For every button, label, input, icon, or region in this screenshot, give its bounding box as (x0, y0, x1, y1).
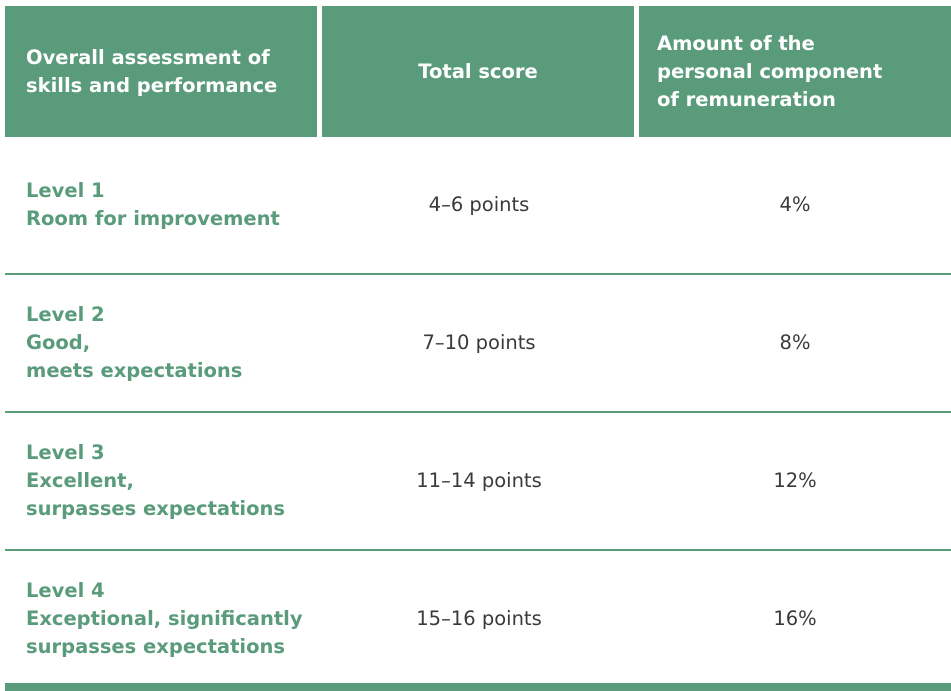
score-cell: 7–10 points (422, 331, 536, 354)
remuneration-table: Overall assessment of skills and perform… (5, 6, 951, 687)
header-amount: Amount of the personal component of remu… (639, 6, 951, 137)
table-row: Level 1 Room for improvement 4–6 points … (5, 137, 951, 275)
table-row: Level 2 Good, meets expectations 7–10 po… (5, 275, 951, 413)
table-row: Level 3 Excellent, surpasses expectation… (5, 413, 951, 551)
level-cell: Level 1 Room for improvement (26, 179, 280, 230)
level-cell: Level 3 Excellent, surpasses expectation… (26, 441, 285, 520)
header-total-score: Total score (322, 6, 634, 137)
score-cell: 15–16 points (416, 607, 542, 630)
score-cell: 11–14 points (416, 469, 542, 492)
level-cell: Level 4 Exceptional, significantly surpa… (26, 579, 303, 658)
level-cell: Level 2 Good, meets expectations (26, 303, 243, 382)
table-header: Overall assessment of skills and perform… (5, 6, 951, 137)
table-bottom-rule (5, 683, 951, 691)
score-cell: 4–6 points (428, 193, 530, 216)
amount-cell: 12% (773, 469, 817, 492)
table-row: Level 4 Exceptional, significantly surpa… (5, 551, 951, 687)
amount-cell: 16% (773, 607, 817, 630)
amount-cell: 8% (779, 331, 811, 354)
amount-cell: 4% (779, 193, 811, 216)
header-assessment: Overall assessment of skills and perform… (5, 6, 317, 137)
